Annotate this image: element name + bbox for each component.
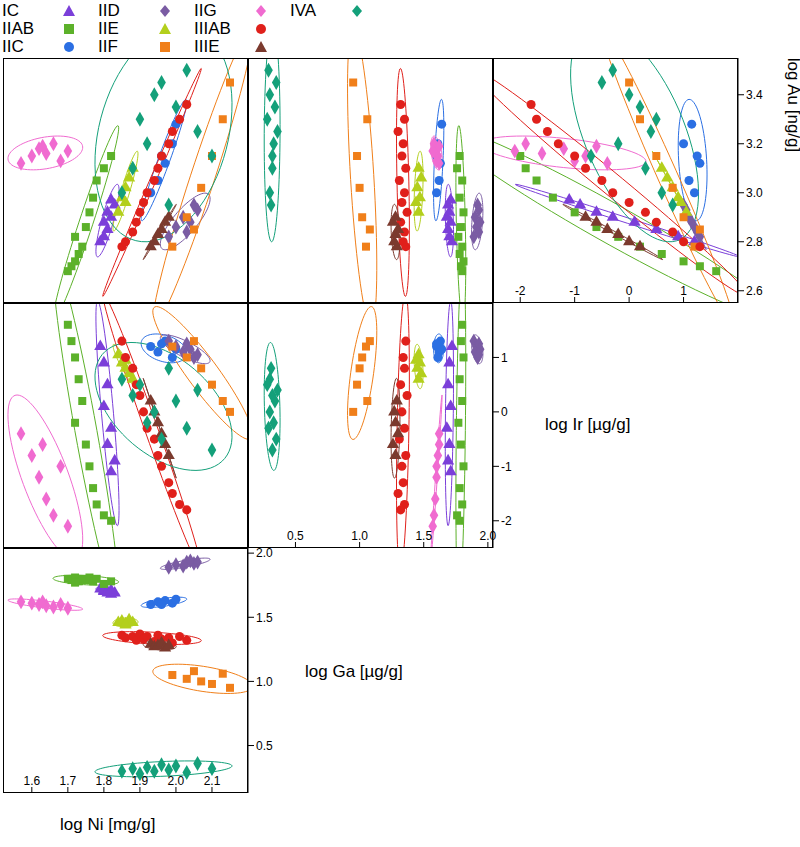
svg-text:-1: -1 [569,284,580,298]
html-text:IIIAB: IIIAB [194,19,231,38]
svg-text:2.0: 2.0 [480,529,497,543]
svg-text:1.0: 1.0 [351,529,368,543]
html-text:log Ir [µg/g]: log Ir [µg/g] [545,415,631,434]
svg-text:-1: -1 [501,460,512,474]
svg-text:-2: -2 [501,514,512,528]
svg-text:0: 0 [626,284,633,298]
html-text:log Ni [mg/g]: log Ni [mg/g] [60,815,156,834]
svg-text:1.6: 1.6 [23,774,40,788]
html-text:IC: IC [2,1,19,20]
svg-text:1.5: 1.5 [256,611,273,625]
svg-text:1.5: 1.5 [415,529,432,543]
svg-text:2.0: 2.0 [168,774,185,788]
svg-text:2.6: 2.6 [746,284,763,298]
svg-text:0.5: 0.5 [256,739,273,753]
svg-text:1.7: 1.7 [60,774,77,788]
svg-text:2.8: 2.8 [746,235,763,249]
svg-text:3.4: 3.4 [746,88,763,102]
svg-text:1.0: 1.0 [256,675,273,689]
svg-text:3.0: 3.0 [746,186,763,200]
svg-text:0: 0 [501,405,508,419]
svg-text:-2: -2 [515,284,526,298]
svg-text:2.0: 2.0 [256,548,273,560]
html-text:IIF: IIF [98,37,118,56]
html-text:IIAB: IIAB [2,19,35,38]
svg-text:0.5: 0.5 [287,529,304,543]
html-text:IIG: IIG [194,1,217,20]
html-text:IIE: IIE [98,19,119,38]
svg-text:1.8: 1.8 [96,774,113,788]
svg-text:1: 1 [680,284,687,298]
html-text:IID: IID [98,1,120,20]
html-text:log Ga [µg/g]: log Ga [µg/g] [305,662,403,681]
html-text:IVA: IVA [290,1,317,20]
svg-text:1: 1 [501,351,508,365]
svg-text:2.1: 2.1 [204,774,221,788]
html-text:IIC: IIC [2,37,24,56]
svg-text:3.2: 3.2 [746,137,763,151]
svg-text:1.9: 1.9 [132,774,149,788]
html-text:IIIE: IIIE [194,37,220,56]
